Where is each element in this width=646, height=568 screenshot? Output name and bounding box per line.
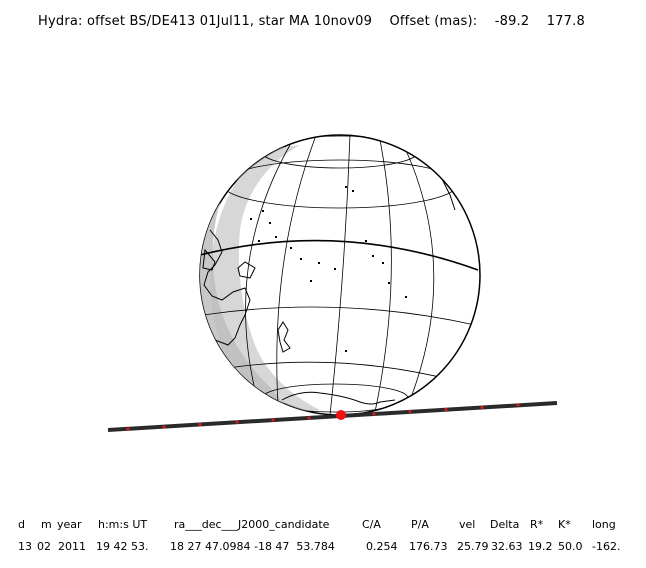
value-long: -162. [592,540,621,553]
island-dots [250,186,407,352]
col-header-hms: h:m:s UT [98,518,148,531]
offset-dec-value: 177.8 [546,14,585,29]
col-header-long: long [592,518,616,531]
col-header-rstar: R* [530,518,544,531]
value-rstar: 19.2 [528,540,553,553]
value-kstar: 50.0 [558,540,583,553]
col-header-vel: vel [459,518,476,531]
value-year: 2011 [58,540,86,553]
value-pa: 176.73 [409,540,448,553]
land-outline [200,229,251,346]
value-vel: 25.79 [457,540,489,553]
value-delta: 32.63 [491,540,523,553]
title-text: Hydra: offset BS/DE413 01Jul11, star MA … [38,14,373,29]
land-outline [281,391,396,405]
land-outline [277,321,291,353]
col-header-m: m [41,518,52,531]
offset-ra-value: -89.2 [494,14,530,29]
col-header-delta: Delta [490,518,520,531]
land-outline [237,261,256,279]
value-ca: 0.254 [366,540,398,553]
meridian-line [276,137,316,406]
col-header-d: d [18,518,25,531]
night-shade-region [200,135,320,415]
meridian-line [404,147,435,401]
col-header-radec: ra___dec___J2000_candidate [174,518,330,531]
graticule [200,135,479,415]
col-header-ca: C/A [362,518,381,531]
meridian-line [374,139,392,413]
col-header-pa: P/A [411,518,429,531]
value-m: 02 [37,540,51,553]
shadow-center-dot [336,410,346,420]
value-d: 13 [18,540,32,553]
meridian-line [329,135,351,415]
latitude-line [227,361,453,381]
land-outline [202,248,216,271]
col-header-year: year [57,518,82,531]
latitude-line [202,306,476,326]
chord-ticks [126,403,520,431]
figure-title: Hydra: offset BS/DE413 01Jul11, star MA … [38,14,585,29]
equator-line [200,239,479,271]
offset-label: Offset (mas): [389,14,478,29]
value-radec: 18 27 47.0984 -18 47 53.784 [170,540,335,553]
col-header-kstar: K* [558,518,571,531]
event-data-table: d m year h:m:s UT ra___dec___J2000_candi… [0,514,646,564]
value-hms: 19 42 53. [96,540,149,553]
